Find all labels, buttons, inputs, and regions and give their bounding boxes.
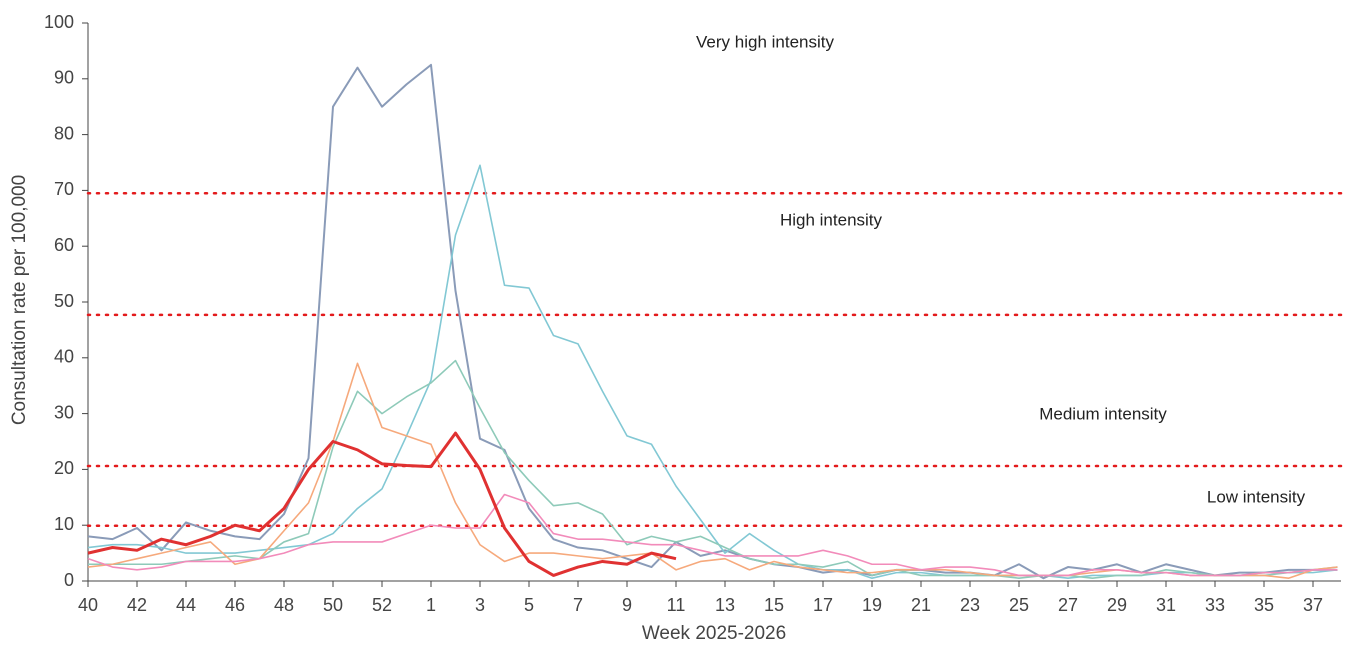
y-tick-label: 0	[64, 570, 74, 590]
x-tick-label: 5	[524, 595, 534, 615]
x-tick-label: 33	[1205, 595, 1225, 615]
x-tick-label: 17	[813, 595, 833, 615]
x-tick-label: 48	[274, 595, 294, 615]
y-tick-label: 100	[44, 12, 74, 32]
x-tick-label: 3	[475, 595, 485, 615]
y-tick-label: 70	[54, 179, 74, 199]
x-tick-label: 31	[1156, 595, 1176, 615]
x-tick-label: 27	[1058, 595, 1078, 615]
y-tick-label: 40	[54, 347, 74, 367]
y-tick-label: 80	[54, 123, 74, 143]
x-tick-label: 44	[176, 595, 196, 615]
y-axis-label: Consultation rate per 100,000	[9, 175, 30, 425]
x-tick-label: 9	[622, 595, 632, 615]
y-tick-label: 90	[54, 68, 74, 88]
x-tick-label: 15	[764, 595, 784, 615]
intensity-label: Very high intensity	[696, 32, 834, 51]
series-line	[88, 359, 1338, 580]
y-tick-label: 20	[54, 458, 74, 478]
x-tick-label: 42	[127, 595, 147, 615]
y-tick-label: 50	[54, 291, 74, 311]
x-tick-label: 11	[667, 595, 686, 615]
intensity-label: High intensity	[780, 210, 883, 229]
y-tick-label: 30	[54, 402, 74, 422]
x-tick-label: 21	[911, 595, 931, 615]
x-tick-label: 19	[862, 595, 882, 615]
x-tick-label: 29	[1107, 595, 1127, 615]
x-tick-label: 23	[960, 595, 980, 615]
x-tick-label: 37	[1303, 595, 1323, 615]
series-line	[87, 63, 1338, 580]
x-tick-label: 50	[323, 595, 343, 615]
x-tick-label: 25	[1009, 595, 1029, 615]
y-tick-label: 60	[54, 235, 74, 255]
y-tick-label: 10	[54, 514, 74, 534]
x-tick-label: 13	[715, 595, 735, 615]
x-tick-label: 52	[372, 595, 392, 615]
x-tick-label: 35	[1254, 595, 1274, 615]
x-tick-label: 40	[78, 595, 98, 615]
series-line	[87, 493, 1338, 577]
x-tick-label: 7	[573, 595, 583, 615]
x-axis-label: Week 2025-2026	[642, 623, 786, 644]
intensity-label: Low intensity	[1207, 487, 1306, 506]
x-tick-label: 1	[426, 595, 436, 615]
series-line	[87, 362, 1338, 580]
intensity-label: Medium intensity	[1039, 404, 1167, 423]
series-line	[87, 431, 677, 577]
x-tick-label: 46	[225, 595, 245, 615]
